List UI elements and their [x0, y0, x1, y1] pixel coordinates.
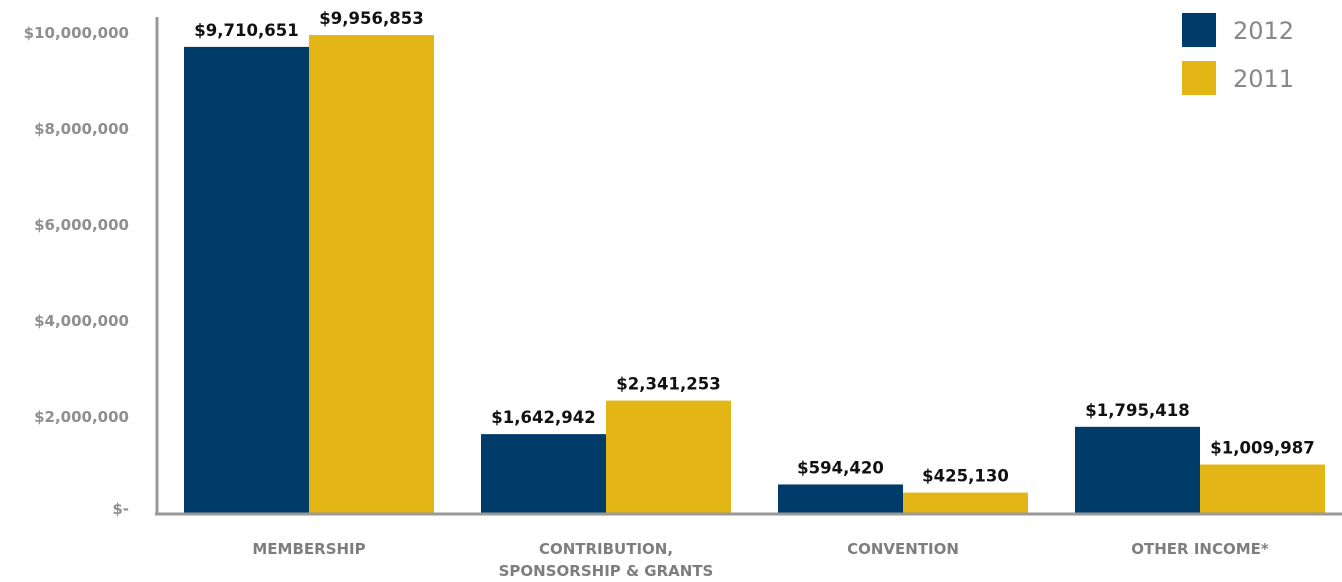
bar-2011-3 — [1200, 464, 1325, 513]
x-category-label: CONVENTION — [847, 540, 959, 558]
legend-swatch-2011 — [1182, 61, 1216, 95]
y-tick-label: $2,000,000 — [34, 408, 129, 426]
y-axis-ticks: $- $2,000,000 $4,000,000 $6,000,000 $8,000,0… — [24, 24, 129, 518]
x-category-label: SPONSORSHIP & GRANTS — [499, 562, 714, 580]
bar-2011-0 — [309, 35, 434, 514]
y-tick-label: $8,000,000 — [34, 120, 129, 138]
legend-swatch-2012 — [1182, 13, 1216, 47]
y-tick-label: $- — [112, 500, 129, 518]
bar-2012-1 — [481, 434, 606, 513]
x-category-label: CONTRIBUTION, — [539, 540, 673, 558]
x-category-label: MEMBERSHIP — [252, 540, 365, 558]
data-label: $1,009,987 — [1210, 439, 1314, 458]
x-category-label: OTHER INCOME* — [1131, 540, 1269, 558]
legend-label: 2011 — [1233, 65, 1294, 93]
bar-2011-2 — [903, 492, 1028, 513]
data-label: $594,420 — [797, 458, 884, 477]
data-label: $2,341,253 — [616, 375, 720, 394]
bar-2012-3 — [1075, 426, 1200, 513]
bar-2012-0 — [184, 46, 309, 513]
data-labels: $9,710,651 $1,642,942 $594,420 $1,795,418 $9… — [194, 9, 1314, 486]
x-axis-categories: MEMBERSHIP CONTRIBUTION, SPONSORSHIP & GRA… — [252, 540, 1269, 580]
y-tick-label: $6,000,000 — [34, 216, 129, 234]
data-label: $1,795,418 — [1085, 401, 1189, 420]
y-tick-label: $10,000,000 — [24, 24, 129, 42]
legend-label: 2012 — [1233, 17, 1294, 45]
data-label: $425,130 — [922, 467, 1009, 486]
legend: 2012 2011 — [1182, 13, 1294, 95]
data-label: $9,710,651 — [194, 21, 298, 40]
bar-2012-2 — [778, 484, 903, 513]
data-label: $9,956,853 — [319, 9, 423, 28]
bar-2011-1 — [606, 400, 731, 513]
bar-series — [184, 35, 1325, 514]
data-label: $1,642,942 — [491, 408, 595, 427]
y-tick-label: $4,000,000 — [34, 312, 129, 330]
